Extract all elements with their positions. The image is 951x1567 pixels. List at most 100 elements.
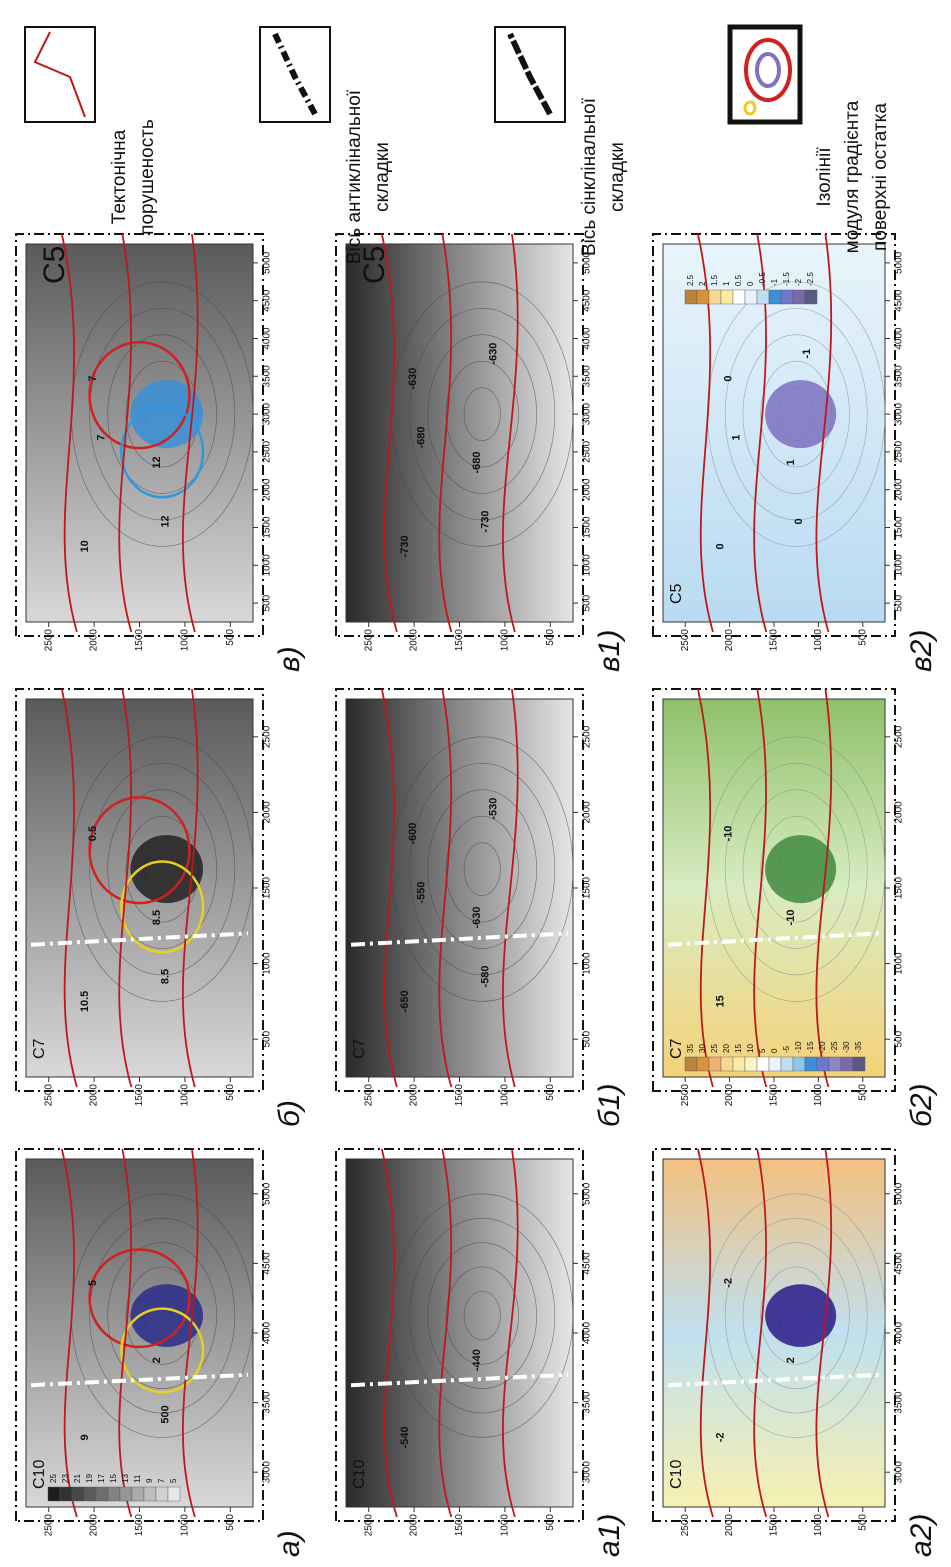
y-tick-label: 1500 [134, 1514, 145, 1537]
contour-line [89, 307, 236, 521]
fold-axis [667, 1372, 881, 1388]
colorbar-label: -1.5 [782, 272, 791, 286]
colorbar-label: 23 [61, 1474, 70, 1483]
y-tick-label: 2500 [680, 1084, 691, 1107]
contour-label: -10 [785, 910, 797, 926]
colorbar-swatch [708, 1056, 722, 1072]
fault-line [502, 233, 519, 633]
panel-label: в2) [905, 630, 938, 672]
fault-line [182, 1148, 199, 1518]
y-tick-label: 500 [225, 629, 236, 646]
contour-label: 8.5 [151, 910, 163, 925]
y-tick-label: 2500 [43, 1084, 54, 1107]
colorbar-swatch [732, 289, 746, 305]
contour-label: 0 [793, 518, 805, 524]
contour-line [409, 762, 556, 976]
contour-label: 2 [785, 1357, 797, 1363]
contour-line [107, 789, 217, 949]
colorbar-label: -0.5 [758, 272, 767, 286]
contour-label: -630 [487, 343, 499, 365]
y-tick-label: 500 [545, 1514, 556, 1531]
colorbar-label: -1 [770, 278, 779, 286]
contour-label: -630 [407, 368, 419, 390]
layer-name: C5 [38, 246, 71, 284]
contour-line [445, 360, 519, 468]
colorbar-swatch [107, 1486, 121, 1502]
contour-line [89, 762, 236, 976]
x-tick-label: 3000 [894, 403, 905, 426]
contour-label: 12 [159, 515, 171, 527]
legend-text: Ізолінії [814, 147, 835, 207]
contour-label: 9 [79, 1434, 91, 1440]
x-tick-label: 2000 [894, 478, 905, 501]
y-tick-label: 1000 [813, 1514, 824, 1537]
colorbar-label: 11 [133, 1474, 142, 1483]
contour-line [409, 1217, 556, 1414]
colorbar-swatch [684, 1056, 698, 1072]
colorbar-swatch [696, 289, 710, 305]
panel-label: б2) [905, 1083, 938, 1127]
legend-item: Вісь сінклінальної складки [494, 26, 628, 256]
isoline [88, 796, 191, 905]
x-tick-label: 500 [582, 594, 593, 611]
x-tick-label: 2500 [262, 725, 273, 748]
layer-name: C7 [351, 1038, 368, 1059]
fault-line [815, 688, 833, 1088]
x-tick-label: 1000 [262, 952, 273, 975]
y-tick-label: 2500 [680, 629, 691, 652]
legend-text: складки [372, 142, 393, 212]
legend-icon-frame [727, 24, 803, 125]
fault-line [753, 688, 768, 1088]
fault-line [118, 688, 133, 1088]
contour-line [107, 334, 217, 494]
colorbar-label: 5 [169, 1478, 178, 1483]
y-tick-label: 1000 [180, 1514, 191, 1537]
x-tick-label: 4000 [894, 327, 905, 350]
fault-line [118, 233, 133, 633]
anomaly [765, 380, 837, 449]
colorbar-label: -15 [806, 1041, 815, 1053]
y-tick-label: 1500 [454, 1514, 465, 1537]
legend-text: порушеность [137, 119, 158, 235]
x-tick-label: 3000 [582, 403, 593, 426]
fault-line [118, 1148, 133, 1518]
anomaly [130, 1284, 204, 1347]
colorbar-swatch [768, 289, 782, 305]
anomaly [130, 835, 204, 904]
colorbar-label: 1 [722, 281, 731, 286]
colorbar-swatch [696, 1056, 710, 1072]
fault-line [60, 688, 78, 1088]
x-tick-label: 5000 [262, 251, 273, 274]
colorbar-label: 1.5 [710, 274, 719, 286]
y-tick-label: 2500 [363, 1084, 374, 1107]
contour-line [427, 334, 537, 494]
contour-line [463, 1290, 501, 1341]
colorbar-swatch [744, 1056, 758, 1072]
x-tick-label: 1000 [582, 952, 593, 975]
colorbar-label: 5 [758, 1048, 767, 1053]
survey-boundary [15, 688, 264, 1092]
contour-line [724, 1217, 868, 1414]
contour-label: 5 [87, 1280, 99, 1286]
contour-label: 1 [785, 459, 797, 465]
colorbar-swatch [119, 1486, 133, 1502]
contour-label: -680 [471, 451, 483, 473]
x-tick-label: 4500 [262, 289, 273, 312]
x-tick-label: 1000 [894, 554, 905, 577]
fault-line [697, 688, 714, 1088]
contour-label: -530 [487, 798, 499, 820]
contour-label: -2 [723, 1278, 735, 1288]
x-tick-label: 2000 [582, 801, 593, 824]
x-tick-label: 4500 [894, 289, 905, 312]
fault-line [182, 233, 199, 633]
x-tick-label: 5000 [894, 1182, 905, 1205]
panel-label: а) [273, 1530, 306, 1557]
x-tick-label: 1500 [582, 876, 593, 899]
colorbar-label: 10 [746, 1044, 755, 1053]
contour-line [742, 789, 850, 949]
legend-axis [507, 32, 553, 116]
colorbar-swatch [71, 1486, 85, 1502]
legend-fault [33, 31, 86, 118]
x-tick-label: 2000 [262, 478, 273, 501]
